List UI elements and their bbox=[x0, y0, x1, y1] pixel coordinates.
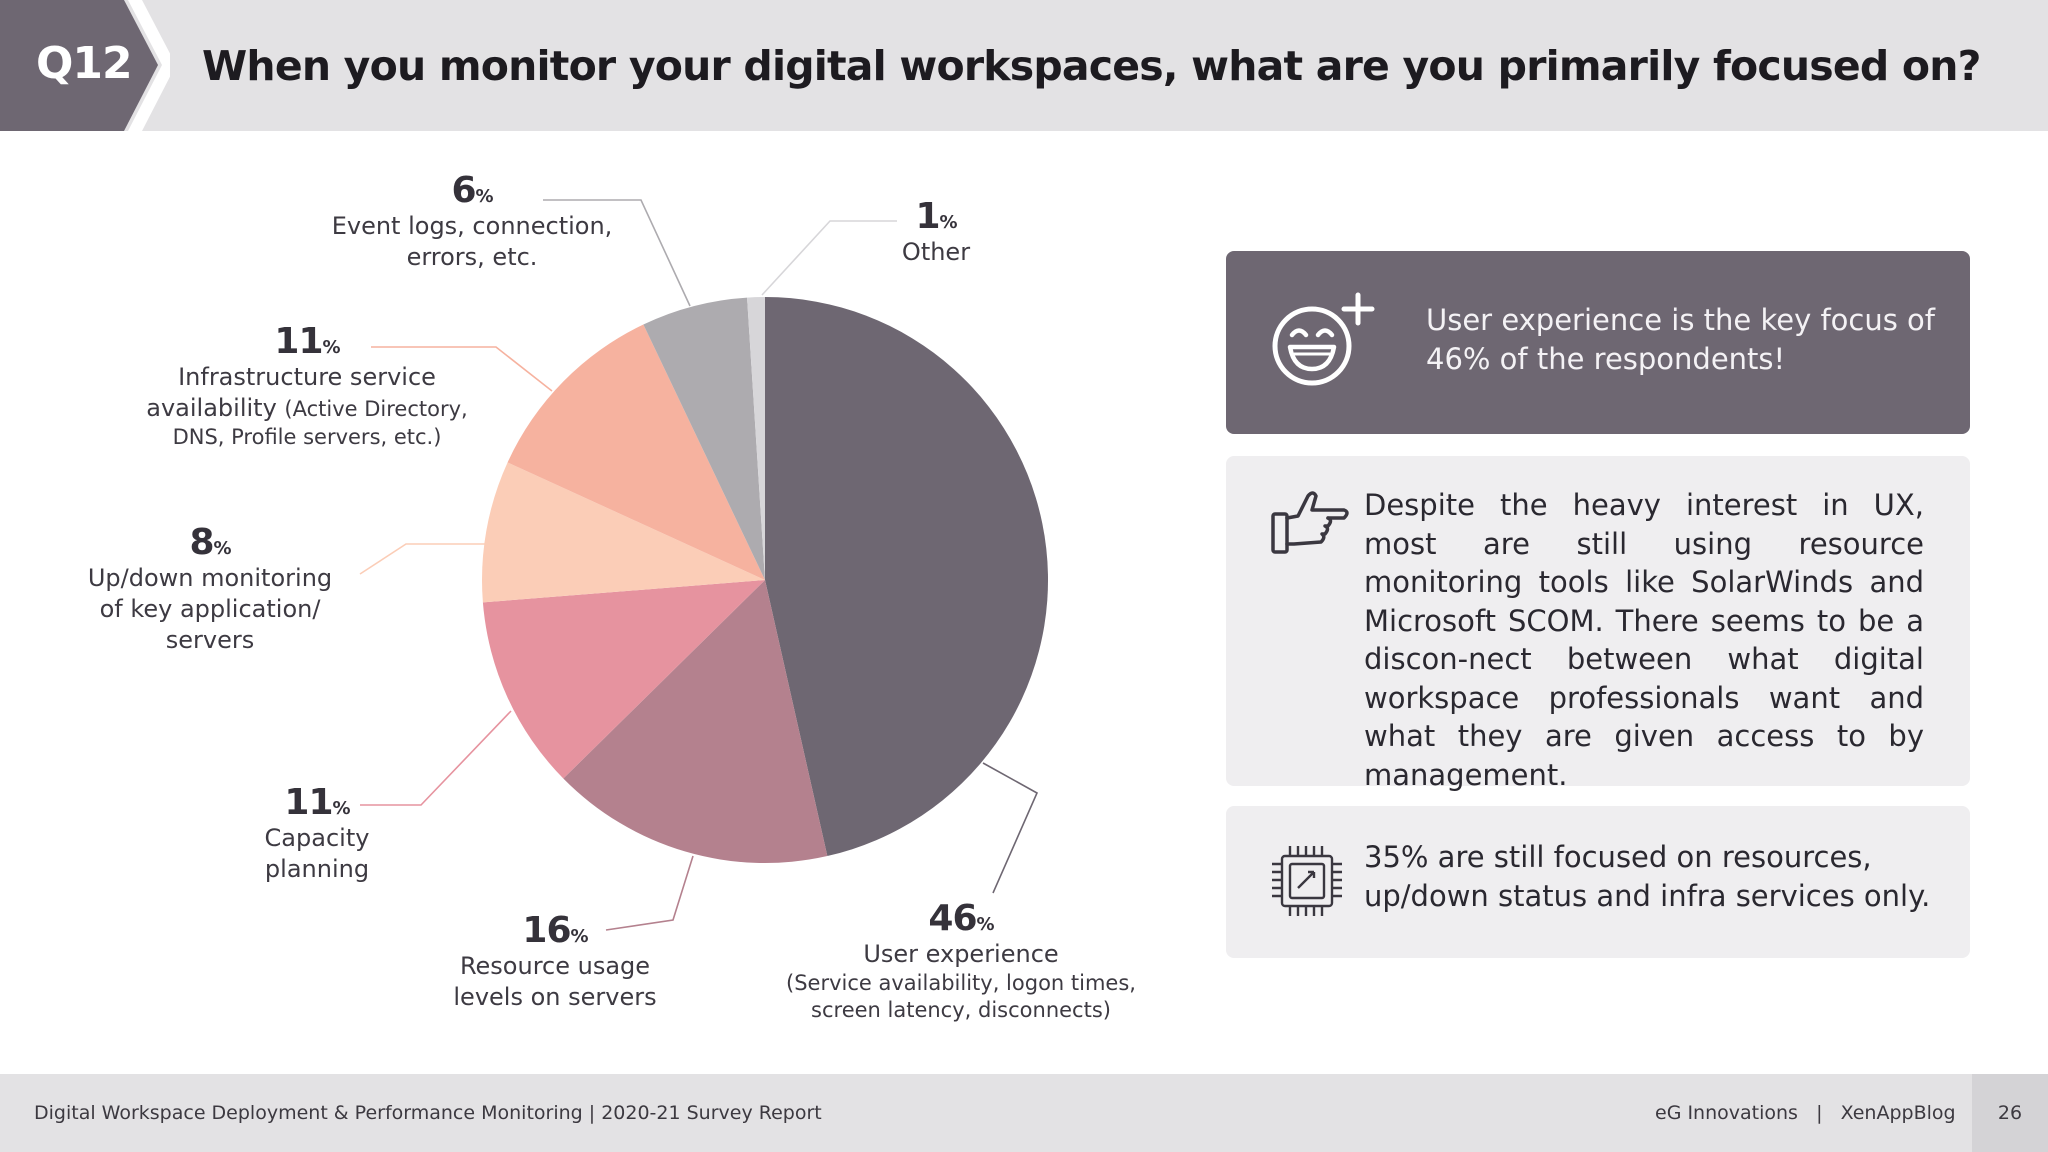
updown-label-line2: of key application/ bbox=[99, 595, 321, 623]
ux-pct-symbol: % bbox=[976, 914, 995, 935]
pie-slice-capacity-planning bbox=[482, 580, 765, 779]
pie-slice-up-down-monitoring-of-key-application-servers bbox=[481, 462, 765, 603]
ux-label-line3: screen latency, disconnects) bbox=[811, 998, 1111, 1022]
pie-slice-resource-usage-levels-on-servers bbox=[563, 580, 828, 864]
ux-label-line2: (Service availability, logon times, bbox=[786, 971, 1136, 995]
insight-text: Despite the heavy interest in UX, most a… bbox=[1364, 488, 1924, 792]
other-pct-symbol: % bbox=[939, 212, 958, 233]
leader-updown bbox=[359, 543, 486, 575]
resources-panel: 35% are still focused on resources, up/d… bbox=[1226, 806, 1970, 958]
other-pct: 1 bbox=[915, 196, 940, 237]
question-badge: Q12 bbox=[0, 0, 170, 131]
leader-resource bbox=[605, 855, 694, 931]
smiley-plus-icon bbox=[1272, 292, 1375, 386]
footer-brands: eG Innovations | XenAppBlog bbox=[1655, 1102, 1956, 1124]
question-number: Q12 bbox=[36, 38, 133, 89]
capacity-label-line1: Capacity bbox=[264, 824, 370, 852]
footer-report-title: Digital Workspace Deployment & Performan… bbox=[34, 1102, 822, 1124]
highlight-text: User experience is the key focus of 46% … bbox=[1426, 303, 1936, 376]
other-label: Other bbox=[901, 238, 971, 266]
pie-slice-other bbox=[747, 297, 765, 580]
infra-pct: 11 bbox=[274, 321, 323, 362]
highlight-panel: User experience is the key focus of 46% … bbox=[1226, 251, 1970, 434]
ux-pct: 46 bbox=[928, 898, 977, 939]
leader-ux bbox=[982, 762, 1039, 894]
resources-text: 35% are still focused on resources, up/d… bbox=[1364, 840, 1931, 913]
infra-label-line1: Infrastructure service bbox=[178, 363, 436, 391]
resource-pct-symbol: % bbox=[570, 926, 589, 947]
insight-panel: Despite the heavy interest in UX, most a… bbox=[1226, 456, 1970, 792]
updown-pct-symbol: % bbox=[213, 538, 232, 559]
updown-label-line3: servers bbox=[165, 626, 255, 654]
page-number-box: 26 bbox=[1972, 1074, 2048, 1152]
label-user-experience: 46% User experience (Service availabilit… bbox=[736, 898, 1186, 1024]
pie-chart bbox=[359, 199, 1049, 931]
capacity-pct: 11 bbox=[284, 782, 333, 823]
infra-label-line2b: (Active Directory, bbox=[284, 397, 468, 421]
capacity-pct-symbol: % bbox=[332, 798, 351, 819]
header-band bbox=[0, 0, 2048, 131]
leader-other bbox=[761, 220, 897, 296]
pie-slice-infrastructure-service-availability bbox=[507, 324, 765, 580]
event-pct: 6 bbox=[451, 170, 476, 211]
pointing-hand-icon bbox=[1271, 491, 1349, 554]
leader-capacity bbox=[360, 710, 512, 806]
updown-label-line1: Up/down monitoring bbox=[87, 564, 333, 592]
pie-slice-event-logs-connection-errors-etc bbox=[643, 297, 765, 580]
label-resource-usage: 16% Resource usage levels on servers bbox=[410, 910, 700, 1013]
event-label-line2: errors, etc. bbox=[406, 243, 538, 271]
ux-label-line1: User experience bbox=[863, 940, 1059, 968]
label-other: 1% Other bbox=[856, 196, 1016, 268]
infra-label-line3: DNS, Profile servers, etc.) bbox=[172, 425, 442, 449]
capacity-label-line2: planning bbox=[264, 855, 370, 883]
label-updown: 8% Up/down monitoring of key application… bbox=[60, 522, 360, 656]
pie-slices bbox=[481, 297, 1049, 864]
infra-label-line2a: availability bbox=[146, 394, 277, 422]
leader-event bbox=[543, 199, 691, 307]
label-infrastructure: 11% Infrastructure service availability … bbox=[112, 321, 502, 451]
footer-band bbox=[0, 1074, 2048, 1152]
pie-slice-user-experience bbox=[765, 297, 1049, 857]
resource-label-line2: levels on servers bbox=[453, 983, 657, 1011]
event-pct-symbol: % bbox=[475, 186, 494, 207]
event-label-line1: Event logs, connection, bbox=[331, 212, 613, 240]
infra-pct-symbol: % bbox=[322, 337, 341, 358]
label-capacity: 11% Capacity planning bbox=[212, 782, 422, 885]
page-number: 26 bbox=[1997, 1102, 2023, 1124]
updown-pct: 8 bbox=[189, 522, 214, 563]
leader-infra bbox=[371, 346, 553, 392]
chip-icon bbox=[1272, 846, 1342, 916]
leader-lines bbox=[359, 199, 1039, 931]
page-title: When you monitor your digital workspaces… bbox=[202, 42, 1981, 90]
label-event-logs: 6% Event logs, connection, errors, etc. bbox=[302, 170, 642, 273]
resource-label-line1: Resource usage bbox=[459, 952, 651, 980]
resource-pct: 16 bbox=[522, 910, 571, 951]
